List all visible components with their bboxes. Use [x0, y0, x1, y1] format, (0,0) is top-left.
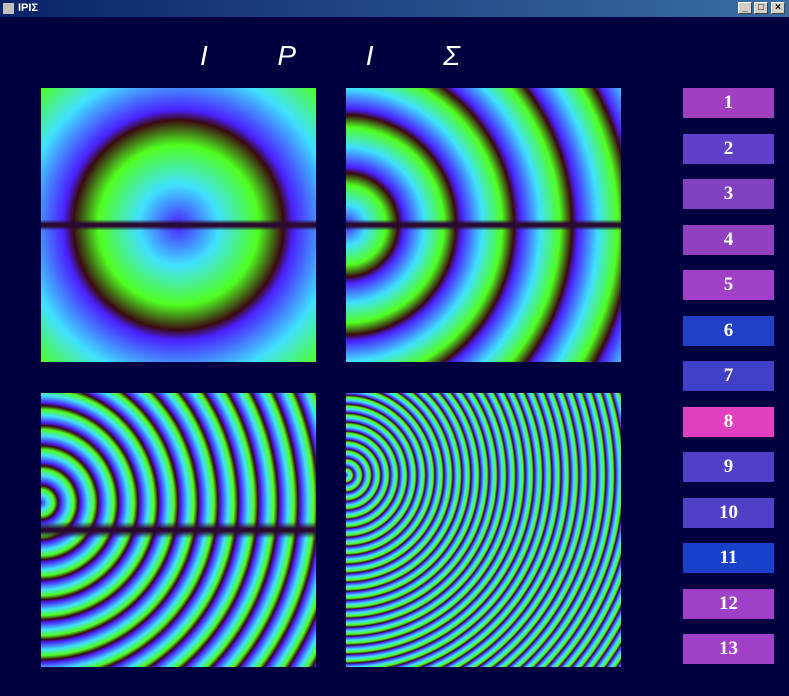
close-button[interactable]: × — [771, 2, 785, 14]
number-button[interactable]: 8 — [683, 406, 774, 437]
title-bar: ΙΡΙΣ _ □ × — [0, 0, 789, 17]
number-button[interactable]: 10 — [683, 497, 774, 528]
header-letter: Ι — [365, 40, 374, 71]
number-button[interactable]: 3 — [683, 179, 774, 209]
number-button[interactable]: 9 — [683, 452, 774, 482]
pattern-image — [41, 88, 316, 362]
pattern-image — [346, 393, 621, 667]
app-icon — [3, 3, 14, 14]
number-button[interactable]: 7 — [683, 361, 774, 391]
window-title: ΙΡΙΣ — [18, 2, 39, 14]
number-button[interactable]: 12 — [683, 588, 774, 619]
maximize-button[interactable]: □ — [754, 2, 768, 14]
pattern-image — [41, 393, 316, 667]
header-letter: Ρ — [277, 40, 297, 71]
number-button[interactable]: 6 — [683, 315, 774, 346]
number-button[interactable]: 11 — [683, 543, 774, 573]
header-letter: Ι — [200, 40, 208, 71]
number-button[interactable]: 2 — [683, 133, 774, 164]
number-button[interactable]: 4 — [683, 224, 774, 255]
minimize-button[interactable]: _ — [738, 2, 752, 14]
pattern-image — [346, 88, 621, 362]
header-letter: Σ — [443, 40, 460, 71]
number-button[interactable]: 13 — [683, 634, 774, 664]
number-button[interactable]: 5 — [683, 270, 774, 300]
number-button[interactable]: 1 — [683, 88, 774, 118]
